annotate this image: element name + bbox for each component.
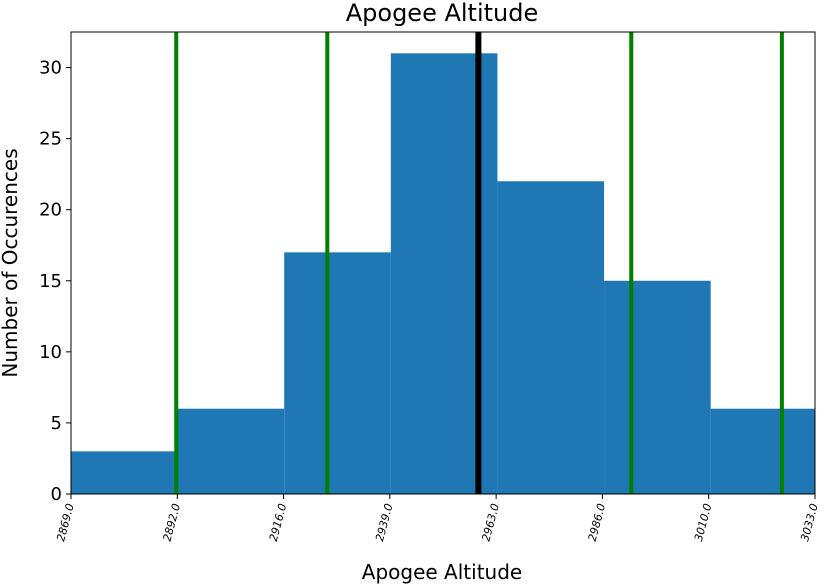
- histogram-bar: [497, 181, 605, 494]
- x-axis-ticks: 2869.0 2892.0 2916.0 2939.0 2963.0 2986.0 3010…: [54, 494, 821, 543]
- y-tick-label: 5: [51, 413, 62, 434]
- x-tick-label: 2869.0: [54, 502, 77, 543]
- y-axis-label: Number of Occurences: [0, 148, 22, 377]
- histogram-bar: [710, 408, 815, 494]
- y-tick-label: 20: [39, 200, 62, 221]
- x-tick-label: 2892.0: [161, 502, 184, 543]
- x-tick-label: 3010.0: [692, 502, 715, 543]
- y-axis-ticks: 0 5 10 15 20 25 30: [39, 58, 71, 505]
- histogram-bar: [604, 280, 711, 494]
- x-tick-label: 2916.0: [267, 502, 290, 543]
- x-tick-label: 2963.0: [479, 502, 502, 543]
- x-tick-label: 3033.0: [798, 502, 821, 543]
- histogram-bar: [284, 252, 391, 494]
- x-tick-label: 2939.0: [373, 502, 396, 543]
- histogram-bar: [71, 451, 178, 494]
- x-tick-label: 2986.0: [586, 502, 609, 543]
- reference-lines-layer: [174, 32, 784, 494]
- plot-area-frame: [70, 31, 816, 495]
- x-axis-label: Apogee Altitude: [362, 560, 522, 584]
- histogram-bar: [177, 408, 285, 494]
- y-tick-label: 0: [51, 484, 62, 505]
- y-tick-label: 30: [39, 58, 62, 79]
- chart-title: Apogee Altitude: [346, 0, 539, 27]
- y-tick-label: 25: [39, 129, 62, 150]
- y-tick-label: 15: [39, 271, 62, 292]
- y-tick-label: 10: [39, 342, 62, 363]
- histogram-bar: [390, 53, 498, 494]
- bars-layer: [71, 53, 815, 494]
